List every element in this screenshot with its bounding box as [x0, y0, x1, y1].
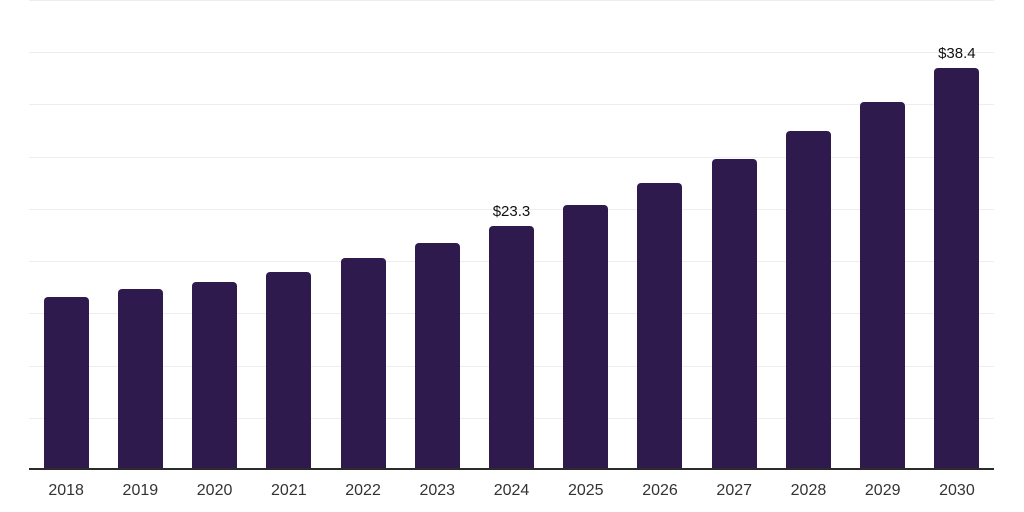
x-tick-label-2029: 2029	[864, 482, 901, 499]
gridline	[29, 0, 994, 1]
x-tick-label-2023: 2023	[419, 482, 456, 499]
bar-2020	[192, 282, 238, 469]
bar-value-label-2024: $23.3	[492, 202, 531, 220]
x-axis-labels: 2018 2019 2020 2021 2022 2023 2024 2025 2026 2027…	[29, 482, 994, 500]
x-tick-label-2028: 2028	[790, 482, 827, 499]
bar-2019	[117, 289, 163, 469]
x-tick-label-2025: 2025	[567, 482, 604, 499]
gridline	[29, 156, 994, 158]
bar-2029	[860, 102, 906, 469]
x-tick-label-2020: 2020	[196, 482, 233, 499]
x-tick-label-2024: 2024	[493, 482, 530, 499]
bar-2026	[637, 182, 683, 469]
bar-2027	[711, 158, 757, 469]
x-tick-label-2019: 2019	[122, 482, 159, 499]
bar-2030	[934, 67, 980, 469]
x-axis-line	[29, 468, 994, 470]
x-tick-label-2030: 2030	[939, 482, 975, 499]
bar-2022	[340, 258, 386, 469]
x-tick-label-2027: 2027	[716, 482, 753, 499]
x-tick-label-2018: 2018	[48, 482, 84, 499]
x-tick-label-2021: 2021	[271, 482, 307, 499]
bar-2018	[43, 296, 89, 469]
bar-2024	[489, 225, 534, 469]
gridline	[29, 104, 994, 106]
bar-2023	[414, 243, 460, 469]
x-tick-label-2026: 2026	[642, 482, 678, 499]
bar-2021	[266, 271, 312, 469]
bar-2028	[785, 130, 831, 469]
x-tick-label-2022: 2022	[345, 482, 381, 499]
plot-area: $23.3 $38.4	[29, 0, 994, 470]
bar-value-label-2030: $38.4	[938, 44, 976, 62]
bar-2025	[563, 204, 609, 469]
gridline	[29, 208, 994, 210]
gridline	[29, 52, 994, 54]
